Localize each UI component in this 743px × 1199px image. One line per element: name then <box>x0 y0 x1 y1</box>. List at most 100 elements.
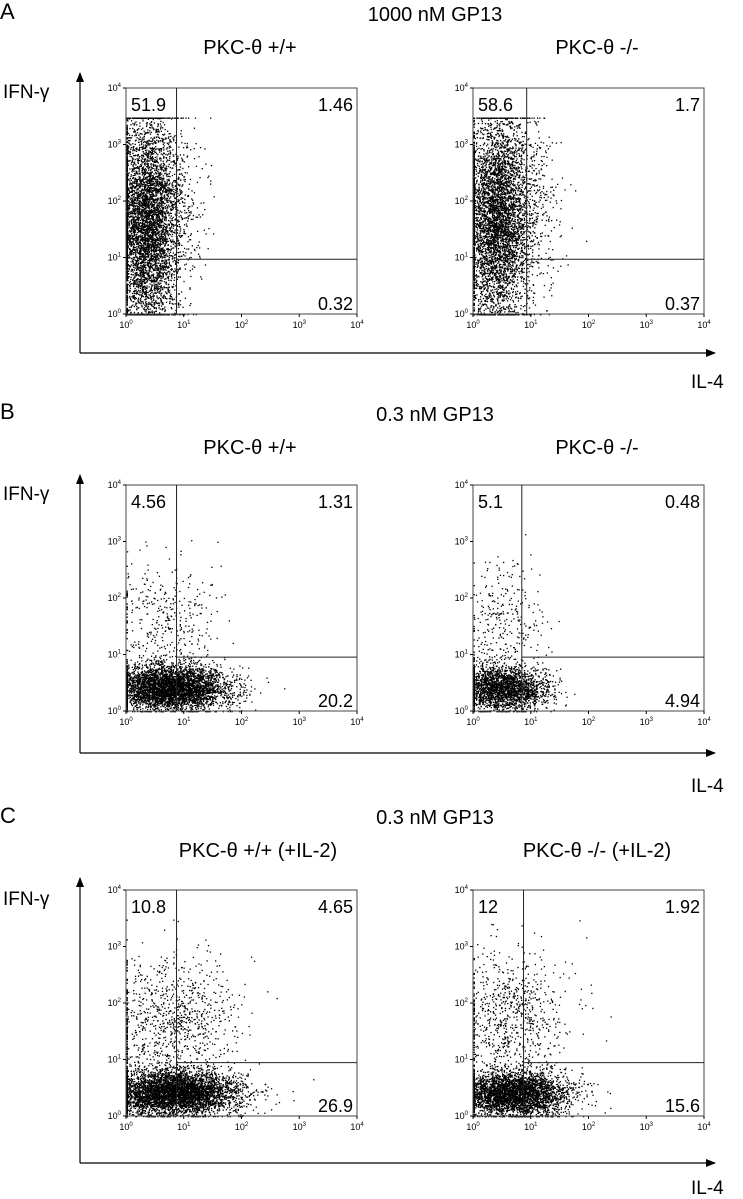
event-dot <box>164 164 165 165</box>
event-dot <box>151 267 152 268</box>
event-dot <box>150 244 151 245</box>
event-dot <box>155 193 156 194</box>
event-dot <box>185 118 186 119</box>
event-dot <box>140 186 141 187</box>
event-dot <box>157 259 158 260</box>
event-dot <box>134 118 135 119</box>
event-dot <box>155 146 156 147</box>
event-dot <box>139 173 140 174</box>
event-dot <box>201 278 202 279</box>
event-dot <box>130 199 131 200</box>
event-dot <box>151 229 152 230</box>
event-dot <box>154 207 155 208</box>
event-dot <box>162 127 163 128</box>
event-dot <box>167 238 168 239</box>
event-dot <box>140 133 141 134</box>
event-dot <box>141 253 142 254</box>
event-dot <box>143 233 144 234</box>
event-dot <box>129 248 130 249</box>
event-dot <box>177 118 178 119</box>
event-dot <box>180 199 181 200</box>
event-dot <box>168 184 169 185</box>
event-dot <box>138 142 139 143</box>
event-dot <box>134 297 135 298</box>
event-dot <box>142 118 143 119</box>
event-dot <box>168 284 169 285</box>
event-dot <box>133 158 134 159</box>
event-dot <box>179 233 180 234</box>
event-dot <box>154 170 155 171</box>
event-dot <box>149 211 150 212</box>
event-dot <box>178 304 179 305</box>
event-dot <box>151 216 152 217</box>
event-dot <box>128 179 129 180</box>
event-dot <box>156 173 157 174</box>
event-dot <box>159 237 160 238</box>
event-dot <box>159 275 160 276</box>
event-dot <box>138 154 139 155</box>
event-dot <box>159 251 160 252</box>
event-dot <box>153 293 154 294</box>
event-dot <box>135 178 136 179</box>
event-dot <box>161 222 162 223</box>
event-dot <box>128 271 129 272</box>
event-dot <box>148 273 149 274</box>
event-dot <box>166 293 167 294</box>
event-dot <box>141 183 142 184</box>
event-dot <box>136 269 137 270</box>
event-dot <box>167 277 168 278</box>
event-dot <box>129 225 130 226</box>
event-dot <box>142 169 143 170</box>
event-dot <box>167 187 168 188</box>
event-dot <box>159 225 160 226</box>
event-dot <box>160 300 161 301</box>
event-dot <box>132 228 133 229</box>
event-dot <box>159 250 160 251</box>
event-dot <box>168 235 169 236</box>
event-dot <box>139 139 140 140</box>
event-dot <box>165 170 166 171</box>
event-dot <box>169 150 170 151</box>
event-dot <box>133 238 134 239</box>
event-dot <box>128 273 129 274</box>
event-dot <box>153 119 154 120</box>
event-dot <box>160 308 161 309</box>
event-dot <box>143 200 144 201</box>
event-dot <box>134 312 135 313</box>
event-dot <box>166 217 167 218</box>
event-dot <box>154 164 155 165</box>
event-dot <box>134 306 135 307</box>
event-dot <box>151 159 152 160</box>
event-dot <box>147 265 148 266</box>
event-dot <box>150 172 151 173</box>
event-dot <box>142 269 143 270</box>
event-dot <box>137 244 138 245</box>
event-dot <box>157 154 158 155</box>
event-dot <box>135 283 136 284</box>
event-dot <box>160 280 161 281</box>
event-dot <box>151 122 152 123</box>
event-dot <box>159 151 160 152</box>
event-dot <box>160 123 161 124</box>
event-dot <box>150 271 151 272</box>
event-dot <box>171 210 172 211</box>
event-dot <box>132 293 133 294</box>
event-dot <box>140 267 141 268</box>
event-dot <box>181 186 182 187</box>
event-dot <box>144 130 145 131</box>
event-dot <box>139 214 140 215</box>
event-dot <box>171 308 172 309</box>
event-dot <box>131 261 132 262</box>
event-dot <box>172 273 173 274</box>
event-dot <box>143 206 144 207</box>
event-dot <box>179 203 180 204</box>
event-dot <box>146 152 147 153</box>
event-dot <box>135 251 136 252</box>
event-dot <box>154 268 155 269</box>
event-dot <box>141 144 142 145</box>
event-dot <box>134 129 135 130</box>
event-dot <box>138 171 139 172</box>
event-dot <box>141 228 142 229</box>
event-dot <box>151 203 152 204</box>
event-dot <box>171 296 172 297</box>
